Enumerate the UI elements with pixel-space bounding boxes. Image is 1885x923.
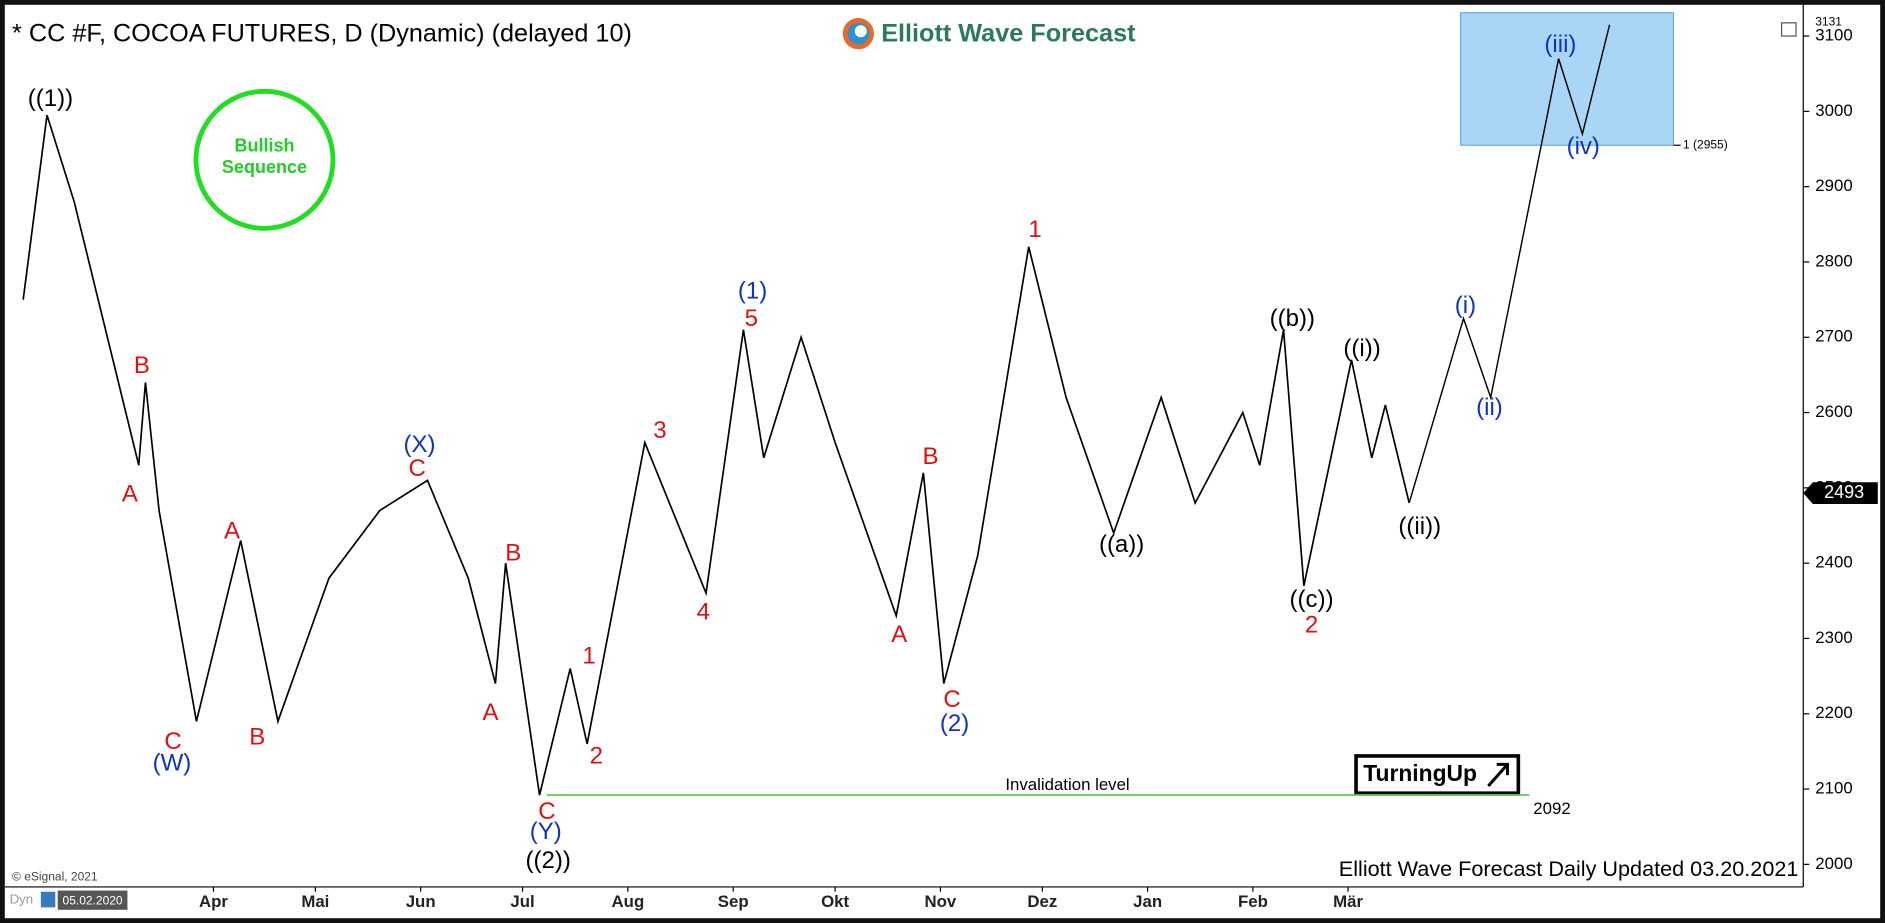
wave-label: C: [408, 455, 425, 482]
wave-label: B: [134, 352, 150, 379]
badge-text: Sequence: [222, 157, 307, 177]
wave-label: C: [943, 686, 960, 713]
wave-label: A: [482, 699, 498, 726]
x-prefix: Dyn: [10, 892, 34, 907]
y-tick-label: 3000: [1815, 101, 1852, 120]
wave-label: ((c)): [1290, 586, 1334, 613]
x-tick-label: Jun: [406, 892, 436, 911]
wave-label: B: [249, 723, 265, 750]
brand-text: TurningUp: [1363, 760, 1477, 786]
wave-label: (X): [404, 431, 436, 458]
invalidation-label: Invalidation level: [1005, 775, 1129, 794]
wave-label: (ii): [1476, 394, 1503, 421]
target-zone: [1460, 12, 1675, 146]
x-tick-label: Feb: [1238, 892, 1268, 911]
price-line: [22, 114, 1410, 796]
target-label: 1 (2955): [1683, 137, 1728, 151]
x-tick-label: Jan: [1133, 892, 1162, 911]
wave-label: C: [538, 798, 555, 825]
wave-label: ((b)): [1270, 305, 1315, 332]
x-tick-label: Mär: [1333, 892, 1363, 911]
y-tick-label: 2600: [1815, 402, 1852, 421]
y-tick-label: 2800: [1815, 251, 1852, 270]
x-tick-label: Okt: [821, 892, 849, 911]
dyn-icon: [40, 891, 56, 908]
footer: Elliott Wave Forecast Daily Updated 03.2…: [1339, 856, 1799, 881]
wave-label: ((ii)): [1398, 513, 1441, 540]
wave-label: ((i)): [1343, 335, 1380, 362]
badge-text: Bullish: [234, 135, 294, 155]
wave-label: 2: [590, 742, 603, 769]
brand-arrow: [1487, 762, 1510, 787]
y-tick-label: 2100: [1815, 778, 1852, 797]
wave-label: (Y): [530, 818, 562, 845]
wave-label: B: [922, 443, 938, 470]
wave-label: ((a)): [1099, 531, 1144, 558]
wave-label: (iii): [1544, 31, 1576, 58]
brand-frame: [1354, 754, 1521, 796]
badge-circle: [193, 88, 336, 231]
projection-line: [1408, 24, 1611, 504]
wave-label: 3: [653, 417, 666, 444]
y-tick-label: 2900: [1815, 176, 1852, 195]
logo-text: Elliott Wave Forecast: [881, 20, 1136, 48]
x-tick-label: Mai: [301, 892, 329, 911]
chart-title: * CC #F, COCOA FUTURES, D (Dynamic) (del…: [12, 20, 632, 48]
y-tick-label: 2200: [1815, 703, 1852, 722]
wave-label: 2: [1305, 611, 1318, 638]
invalidation-value: 2092: [1533, 799, 1570, 818]
wave-label: (2): [940, 710, 969, 737]
wave-label: A: [224, 518, 240, 545]
wave-label: 1: [582, 643, 595, 670]
window-icon: [1781, 22, 1797, 37]
x-tick-label: Aug: [612, 892, 645, 911]
wave-label: 5: [745, 305, 758, 332]
wave-label: ((1)): [28, 85, 73, 112]
wave-label: 4: [697, 598, 710, 625]
wave-label: ((2)): [526, 847, 571, 874]
y-tick-label: 2000: [1815, 854, 1852, 873]
wave-label: C: [164, 728, 181, 755]
last-price-label: 2493: [1824, 482, 1864, 502]
last-price-tag: [1803, 482, 1878, 504]
x-tick-label: Jul: [510, 892, 534, 911]
y-tick-label: 2700: [1815, 327, 1852, 346]
wave-label: A: [122, 480, 138, 507]
brand-box: TurningUp: [1354, 754, 1521, 796]
x-tick-label: Dez: [1027, 892, 1057, 911]
start-date-box: [57, 890, 128, 910]
wave-label: (1): [738, 277, 767, 304]
x-tick-label: Apr: [199, 892, 228, 911]
y-top-label: 3131: [1815, 15, 1842, 29]
wave-label: (iv): [1567, 133, 1600, 160]
target-layer: 1 (2955): [1460, 12, 1728, 151]
x-tick-label: Nov: [925, 892, 957, 911]
wave-label: (i): [1455, 292, 1476, 319]
wave-label: (W): [153, 750, 192, 777]
copyright: © eSignal, 2021: [12, 870, 98, 884]
logo: Elliott Wave Forecast: [842, 18, 1136, 50]
y-tick-label: 3100: [1815, 25, 1852, 44]
wave-label: 1: [1028, 216, 1041, 243]
wave-label: B: [505, 539, 521, 566]
x-tick-label: Sep: [718, 892, 749, 911]
wave-label: A: [891, 621, 907, 648]
y-tick-label: 2400: [1815, 553, 1852, 572]
logo-icon: [854, 25, 867, 38]
chart-background: [4, 4, 1881, 919]
y-tick-label: 2300: [1815, 628, 1852, 647]
start-date: 05.02.2020: [63, 894, 123, 908]
